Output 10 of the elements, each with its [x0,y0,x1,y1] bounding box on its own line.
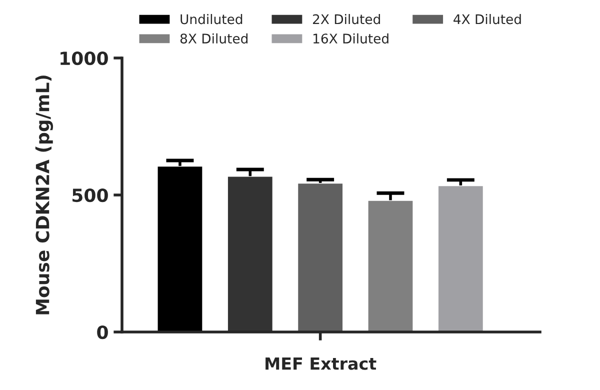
legend-label: 4X Diluted [454,14,521,24]
legend-label: 16X Diluted [313,33,388,44]
legend-label: Undiluted [180,14,242,24]
legend-label: 2X Diluted [312,14,380,24]
y-tick-label: 0 [97,325,108,340]
x-tick-label: MEF Extract [266,358,376,370]
y-tick-label: 1000 [60,51,108,66]
y-axis-title: Mouse CDKN2A (pg/mL) [35,76,53,314]
legend-label: 8X Diluted [180,33,248,44]
y-tick-label: 500 [72,188,108,202]
